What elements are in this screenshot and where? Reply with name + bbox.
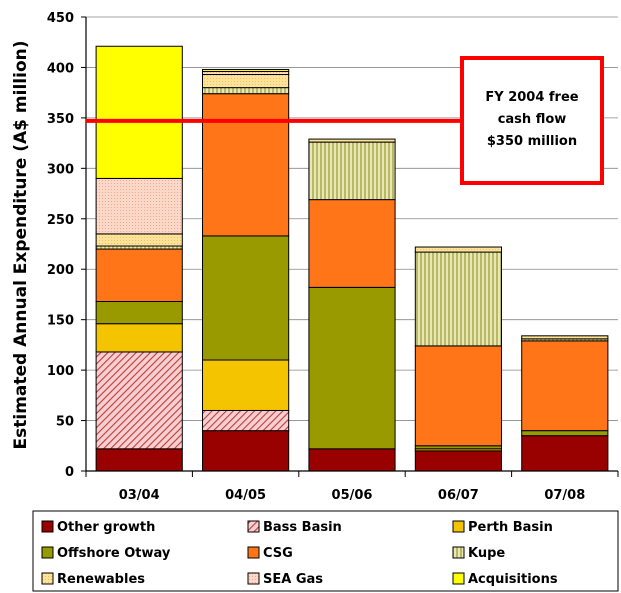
bar-stack-06-07 xyxy=(414,246,502,472)
bar-offshore-otway-04-05 xyxy=(202,235,290,361)
annotation-line-2: cash flow xyxy=(498,112,567,127)
y-tick-450: 450 xyxy=(47,11,74,26)
bar-renewables-06-07 xyxy=(414,246,502,253)
bar-other-growth-06-07 xyxy=(414,450,502,472)
y-tick-300: 300 xyxy=(47,162,74,177)
bar-bass-basin-03-04 xyxy=(95,351,183,450)
legend-item-offshore-otway: Offshore Otway xyxy=(41,546,171,561)
bar-bass-basin-04-05 xyxy=(202,409,290,432)
bar-acquisitions-04-05 xyxy=(202,68,290,72)
bar-renewables-04-05 xyxy=(202,74,290,89)
legend-label: Other growth xyxy=(57,520,155,535)
annotation-line-1: FY 2004 free xyxy=(485,90,578,105)
y-tick-350: 350 xyxy=(47,112,74,127)
y-axis-label: Estimated Annual Expenditure (A$ million… xyxy=(11,41,31,450)
bar-other-growth-03-04 xyxy=(95,448,183,472)
y-tick-250: 250 xyxy=(47,213,74,228)
annotation-frame xyxy=(460,56,604,185)
bar-csg-06-07 xyxy=(414,345,502,447)
bar-csg-07-08 xyxy=(521,340,609,432)
legend-item-renewables: Renewables xyxy=(41,572,145,587)
bar-renewables-07-08 xyxy=(521,335,609,340)
bars-layer xyxy=(95,45,609,472)
legend-item-perth-basin: Perth Basin xyxy=(452,520,553,535)
legend-label: Perth Basin xyxy=(468,520,553,535)
legend-label: Acquisitions xyxy=(468,572,558,587)
legend-swatch xyxy=(247,520,260,533)
legend-frame xyxy=(32,510,619,592)
bar-perth-basin-04-05 xyxy=(202,359,290,411)
legend-label: Renewables xyxy=(57,572,145,587)
y-tick-labels: 0 50 100 150 200 250 300 350 400 450 xyxy=(47,11,86,480)
x-tick-07-08: 07/08 xyxy=(544,488,585,503)
annotation-box: FY 2004 free cash flow $350 million xyxy=(460,56,604,185)
bar-stack-04-05 xyxy=(202,68,290,472)
annotation-line-3: $350 million xyxy=(487,134,577,149)
legend-label: Kupe xyxy=(468,546,505,561)
legend-swatch xyxy=(452,546,465,559)
bar-renewables-03-04 xyxy=(95,233,183,247)
legend-swatch xyxy=(41,546,54,559)
legend-swatch xyxy=(41,520,54,533)
legend-item-bass-basin: Bass Basin xyxy=(247,520,342,535)
x-tick-labels: 03/04 04/05 05/06 06/07 07/08 xyxy=(119,488,586,503)
bar-offshore-otway-03-04 xyxy=(95,301,183,325)
bar-offshore-otway-07-08 xyxy=(521,430,609,437)
bar-stack-05-06 xyxy=(308,138,396,472)
y-tick-150: 150 xyxy=(47,314,74,329)
legend-swatch xyxy=(247,546,260,559)
legend-swatch xyxy=(452,520,465,533)
bar-perth-basin-03-04 xyxy=(95,323,183,353)
legend-item-kupe: Kupe xyxy=(452,546,505,561)
legend-label: SEA Gas xyxy=(263,572,323,587)
bar-kupe-05-06 xyxy=(308,141,396,201)
bar-offshore-otway-05-06 xyxy=(308,286,396,450)
bar-stack-07-08 xyxy=(521,335,609,472)
y-tick-50: 50 xyxy=(56,415,74,430)
legend-item-other-growth: Other growth xyxy=(41,520,155,535)
bar-csg-04-05 xyxy=(202,93,290,237)
legend-item-sea-gas: SEA Gas xyxy=(247,572,323,587)
legend-label: Bass Basin xyxy=(263,520,342,535)
bar-kupe-06-07 xyxy=(414,251,502,347)
bar-sea-gas-03-04 xyxy=(95,177,183,235)
legend-swatch xyxy=(452,572,465,585)
axes xyxy=(85,17,619,477)
x-tick-04-05: 04/05 xyxy=(225,488,266,503)
bar-csg-05-06 xyxy=(308,199,396,288)
y-tick-200: 200 xyxy=(47,263,74,278)
bar-stack-03-04 xyxy=(95,45,183,472)
bar-other-growth-04-05 xyxy=(202,430,290,472)
x-tick-03-04: 03/04 xyxy=(119,488,160,503)
x-tick-05-06: 05/06 xyxy=(332,488,373,503)
legend-swatch xyxy=(247,572,260,585)
legend-item-csg: CSG xyxy=(247,546,293,561)
bar-other-growth-05-06 xyxy=(308,448,396,472)
legend: Other growth Bass Basin Perth Basin Offshor… xyxy=(32,510,619,592)
legend-items: Other growth Bass Basin Perth Basin Offshor… xyxy=(41,520,558,587)
legend-label: Offshore Otway xyxy=(57,546,171,561)
x-tick-06-07: 06/07 xyxy=(438,488,479,503)
bar-other-growth-07-08 xyxy=(521,435,609,472)
legend-item-acquisitions: Acquisitions xyxy=(452,572,558,587)
bar-kupe-04-05 xyxy=(202,87,290,95)
y-tick-100: 100 xyxy=(47,364,74,379)
bar-csg-03-04 xyxy=(95,248,183,303)
y-tick-0: 0 xyxy=(65,465,74,480)
legend-swatch xyxy=(41,572,54,585)
legend-label: CSG xyxy=(263,546,293,561)
bar-acquisitions-03-04 xyxy=(95,45,183,179)
y-tick-400: 400 xyxy=(47,61,74,76)
bar-renewables-05-06 xyxy=(308,138,396,143)
